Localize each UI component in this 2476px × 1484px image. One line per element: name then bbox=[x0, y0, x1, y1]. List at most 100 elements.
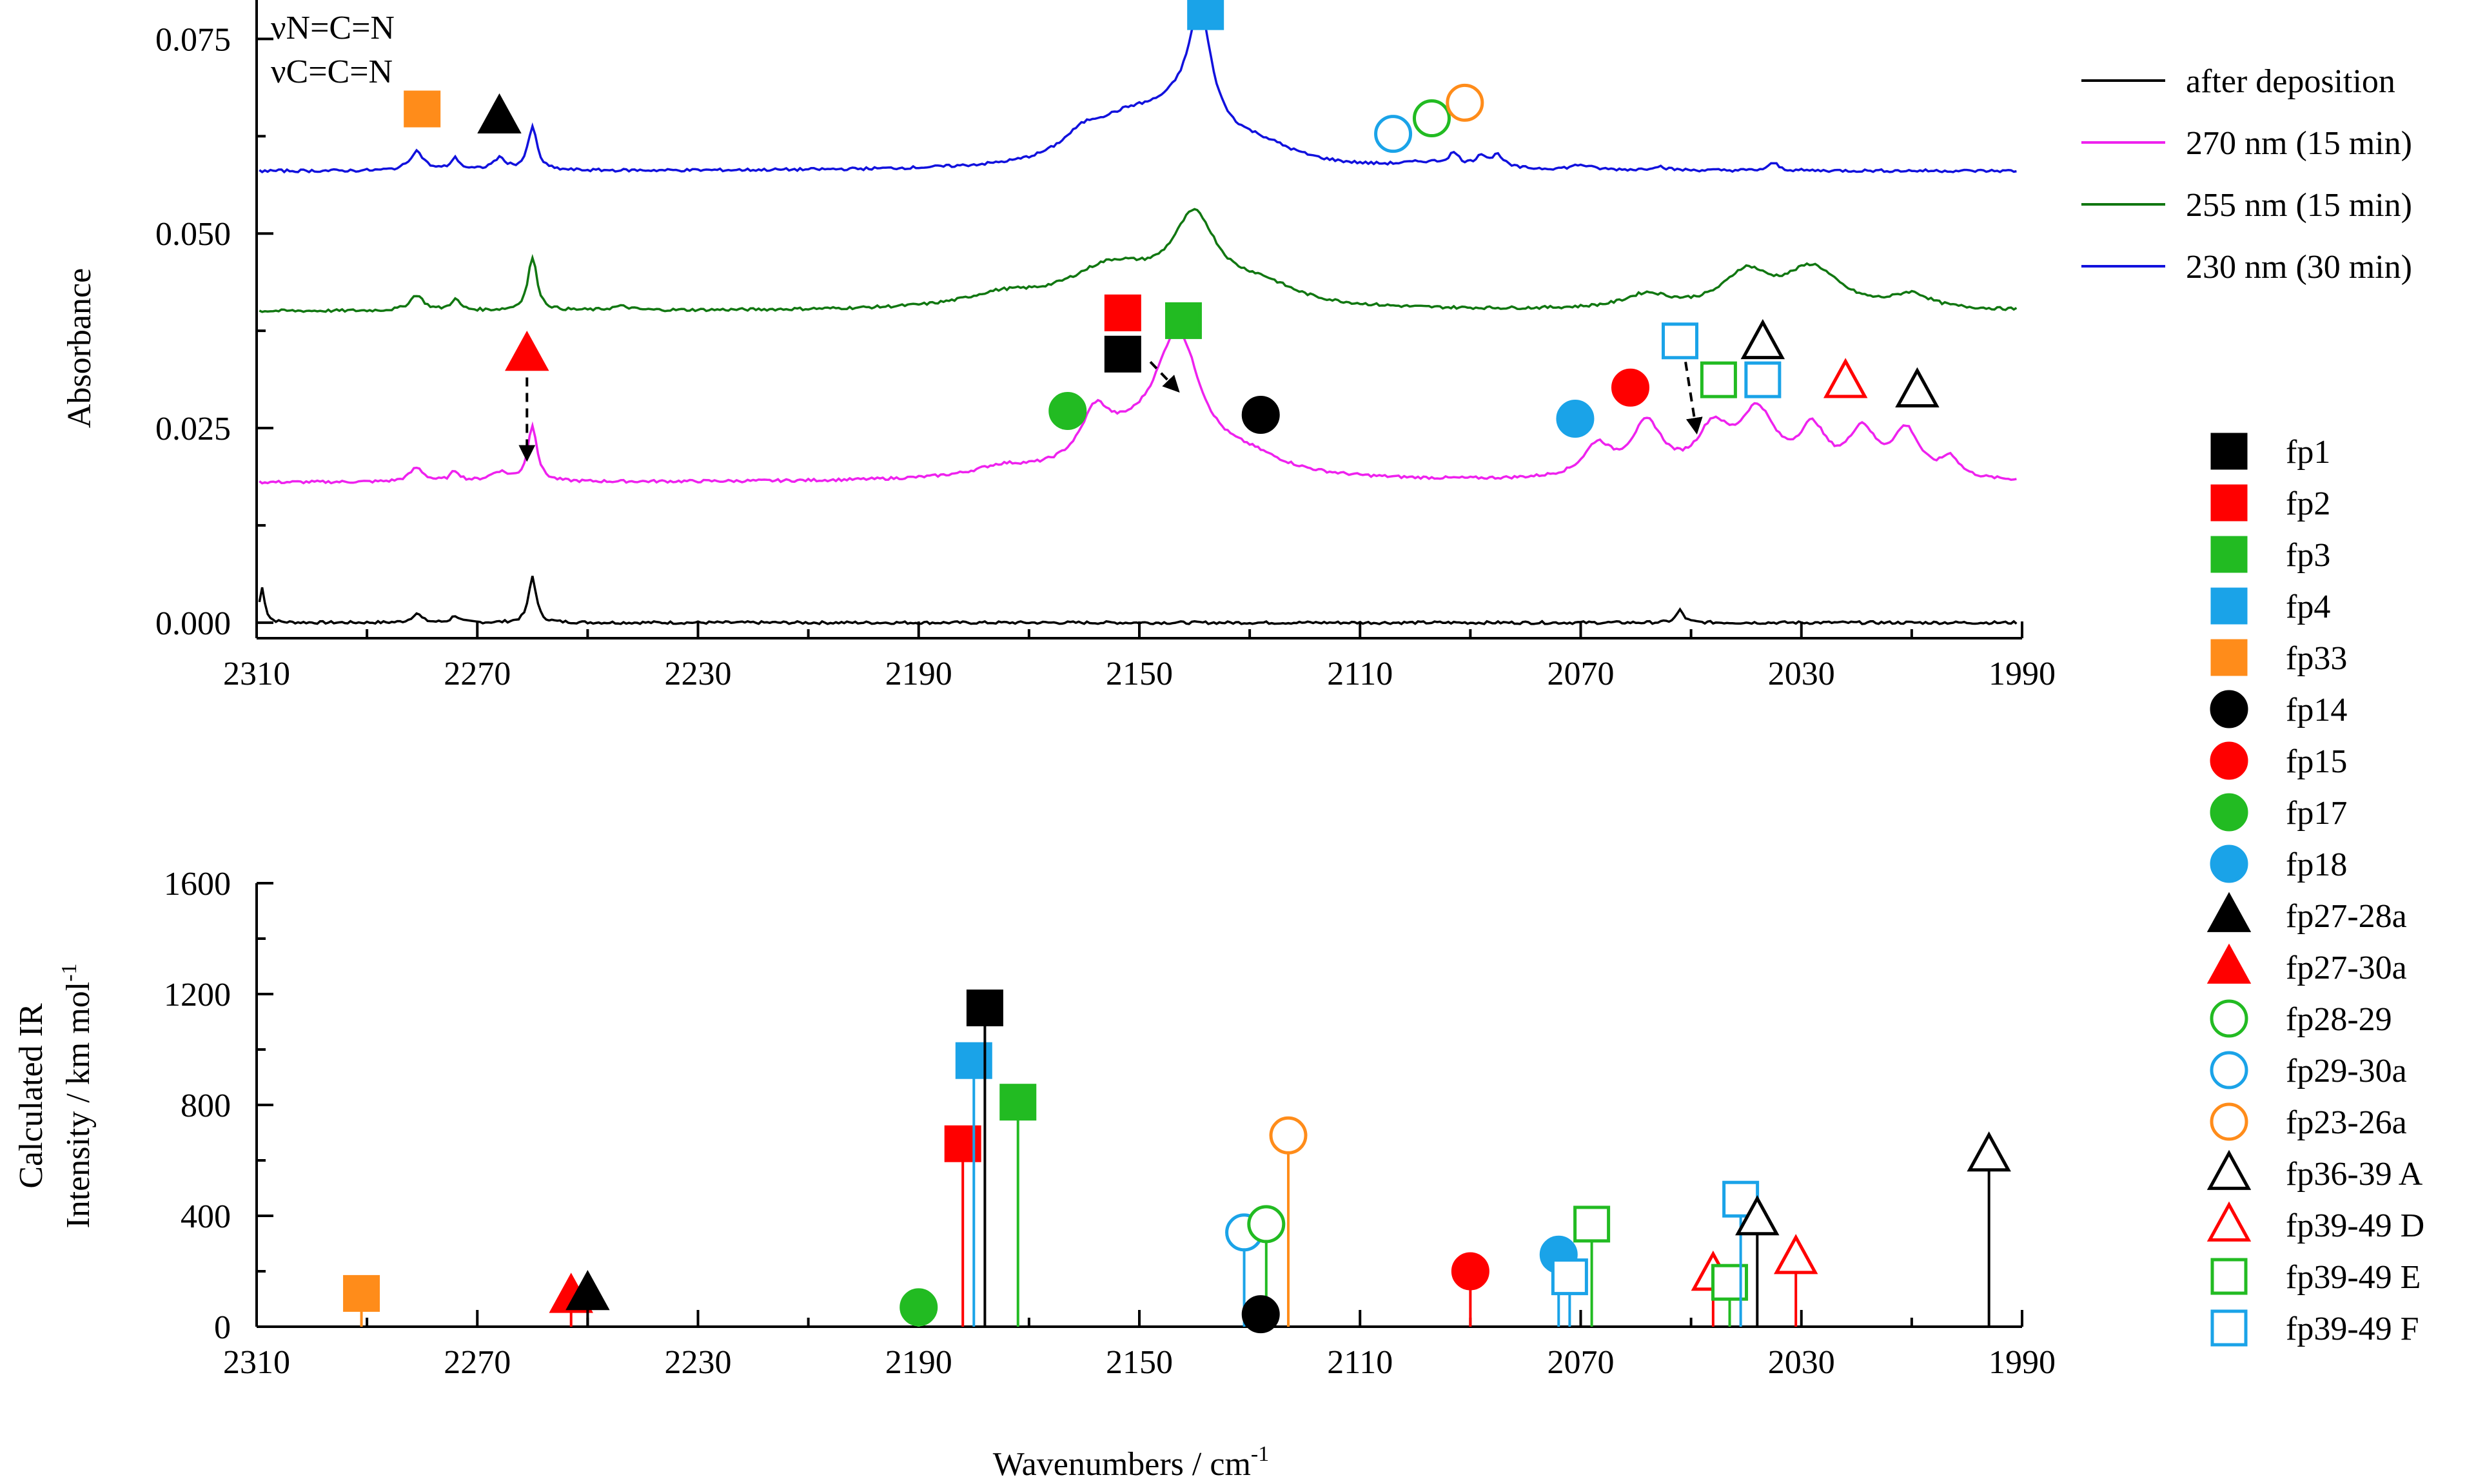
legend-marker-fp33 bbox=[2210, 639, 2248, 676]
stick-marker-fp3 bbox=[999, 1084, 1037, 1121]
spectrum-line-270-nm-15-min- bbox=[259, 328, 2017, 485]
annotation-nu-ccn: νC=C=N bbox=[271, 54, 393, 90]
bottom-x-tick-label: 2310 bbox=[223, 1344, 290, 1381]
top-ylabel: Absorbance bbox=[61, 268, 98, 428]
legend-marker-label-fp2: fp2 bbox=[2286, 485, 2330, 522]
stick-marker-fp14 bbox=[1241, 1295, 1280, 1334]
marker-fp17 bbox=[1048, 391, 1087, 430]
bottom-y-tick-label: 800 bbox=[181, 1088, 231, 1124]
legend-marker-label-fp18: fp18 bbox=[2286, 846, 2347, 883]
top-x-tick-label: 2310 bbox=[223, 656, 290, 692]
legend-marker-label-fp1: fp1 bbox=[2286, 434, 2330, 471]
legend-marker-fp3 bbox=[2210, 536, 2248, 573]
marker-fp3 bbox=[1164, 302, 1202, 339]
bottom-x-tick-label: 2190 bbox=[885, 1344, 952, 1381]
legend-marker-label-fp15: fp15 bbox=[2286, 743, 2347, 780]
marker-fp39-49-e bbox=[1700, 361, 1737, 398]
stick-marker-fp36-39-a bbox=[1967, 1131, 2011, 1172]
assignment-arrow bbox=[1149, 361, 1180, 393]
stick-marker-fp23-26a bbox=[1269, 1116, 1308, 1155]
legend-label-270-nm-15-min-: 270 nm (15 min) bbox=[2186, 125, 2412, 162]
marker-fp39-49-d bbox=[1823, 358, 1868, 398]
legend-label-230-nm-30-min-: 230 nm (30 min) bbox=[2186, 249, 2412, 286]
bottom-y-tick-label: 1200 bbox=[164, 977, 231, 1013]
stick-marker-fp39-49-f bbox=[1551, 1258, 1588, 1296]
legend-marker-fp29-30a bbox=[2210, 1051, 2248, 1089]
top-x-tick-label: 2150 bbox=[1106, 656, 1173, 692]
top-x-tick-label: 2070 bbox=[1548, 656, 1615, 692]
top-x-tick-label: 2190 bbox=[885, 656, 952, 692]
top-y-tick-label: 0.050 bbox=[155, 216, 231, 253]
marker-fp1 bbox=[1104, 335, 1141, 373]
legend-marker-fp17 bbox=[2210, 793, 2248, 832]
legend-marker-label-fp23-26a: fp23-26a bbox=[2286, 1104, 2407, 1141]
bottom-x-tick-label: 2030 bbox=[1768, 1344, 1835, 1381]
bottom-y-tick-label: 1600 bbox=[164, 866, 231, 903]
marker-fp36-39-a bbox=[1740, 318, 1785, 360]
legend-marker-fp1 bbox=[2210, 433, 2248, 470]
marker-fp4 bbox=[1187, 0, 1224, 30]
marker-fp29-30a bbox=[1374, 115, 1413, 153]
legend-marker-label-fp29-30a: fp29-30a bbox=[2286, 1053, 2407, 1089]
legend-marker-label-fp3: fp3 bbox=[2286, 537, 2330, 574]
assignment-arrow bbox=[1684, 362, 1703, 435]
annotation-nu-ncn: νN=C=N bbox=[271, 10, 395, 46]
bottom-panel-calculated-ir: 2310 2270 2230 2190 2150 2110 2070 2030 1990 0 400… bbox=[164, 866, 2056, 1381]
stick-marker-fp1 bbox=[966, 990, 1003, 1026]
marker-fp15 bbox=[1611, 368, 1650, 407]
top-x-tick-label: 2110 bbox=[1327, 656, 1393, 692]
marker-fp39-49-f bbox=[1662, 322, 1699, 360]
top-x-tick-label: 2230 bbox=[665, 656, 732, 692]
legend-marker-label-fp14: fp14 bbox=[2286, 692, 2347, 728]
marker-fp2 bbox=[1104, 294, 1141, 331]
marker-legend: fp1 fp2 fp3 fp4 fp33 fp14 fp15 fp17 fp18 fp27-28a… bbox=[2206, 433, 2424, 1347]
bottom-ylabel-line2: Intensity / km mol-1 bbox=[57, 963, 97, 1228]
marker-fp14 bbox=[1241, 396, 1280, 434]
bottom-x-tick-label: 2070 bbox=[1548, 1344, 1615, 1381]
top-x-tick-label: 2270 bbox=[444, 656, 511, 692]
legend-marker-fp36-39-a bbox=[2206, 1149, 2252, 1190]
legend-marker-label-fp33: fp33 bbox=[2286, 640, 2347, 677]
legend-marker-fp4 bbox=[2210, 587, 2248, 625]
marker-fp23-26a bbox=[1446, 83, 1484, 122]
bottom-x-tick-label: 2150 bbox=[1106, 1344, 1173, 1381]
bottom-x-tick-label: 2230 bbox=[665, 1344, 732, 1381]
legend-marker-fp15 bbox=[2210, 741, 2248, 780]
bottom-ylabel-line2-text: Intensity / km mol bbox=[60, 982, 97, 1229]
bottom-x-tick-label: 1990 bbox=[1989, 1344, 2056, 1381]
marker-fp36-39-a bbox=[1895, 367, 1940, 407]
spectrum-line-after-deposition bbox=[258, 576, 2018, 625]
stick-marker-fp17 bbox=[899, 1288, 938, 1327]
bottom-ylabel-line1: Calculated IR bbox=[13, 1003, 50, 1189]
legend-marker-label-fp39-49-e: fp39-49 E bbox=[2286, 1259, 2421, 1296]
bottom-xlabel-sup: -1 bbox=[1251, 1442, 1269, 1466]
top-x-tick-label: 1990 bbox=[1989, 656, 2056, 692]
stick-marker-fp33 bbox=[343, 1274, 380, 1312]
legend-marker-label-fp17: fp17 bbox=[2286, 795, 2347, 832]
marker-fp33 bbox=[404, 90, 441, 128]
bottom-y-tick-label: 400 bbox=[181, 1198, 231, 1235]
legend-label-255-nm-15-min-: 255 nm (15 min) bbox=[2186, 187, 2412, 224]
stick-marker-fp39-49-e bbox=[1573, 1206, 1611, 1243]
stick-marker-fp28-29 bbox=[1247, 1205, 1286, 1244]
bottom-x-tick-label: 2270 bbox=[444, 1344, 511, 1381]
legend-marker-label-fp27-30a: fp27-30a bbox=[2286, 950, 2407, 986]
legend-marker-fp27-30a bbox=[2206, 943, 2252, 984]
stick-marker-fp27-28a bbox=[565, 1270, 610, 1311]
top-y-tick-label: 0.075 bbox=[155, 21, 231, 58]
legend-marker-fp14 bbox=[2210, 690, 2248, 728]
legend-marker-fp28-29 bbox=[2210, 999, 2248, 1038]
legend-marker-fp2 bbox=[2210, 484, 2248, 522]
legend-marker-fp27-28a bbox=[2206, 892, 2252, 932]
marker-fp27-30a bbox=[505, 330, 549, 371]
legend-marker-label-fp36-39-a: fp36-39 A bbox=[2286, 1156, 2423, 1193]
series-legend: after deposition 270 nm (15 min) 255 nm (1… bbox=[2081, 63, 2412, 286]
stick-marker-fp15 bbox=[1451, 1252, 1489, 1291]
legend-marker-label-fp27-28a: fp27-28a bbox=[2286, 898, 2407, 935]
legend-marker-label-fp28-29: fp28-29 bbox=[2286, 1001, 2392, 1038]
top-y-tick-label: 0.025 bbox=[155, 411, 231, 447]
spectrum-line-255-nm-15-min- bbox=[259, 208, 2018, 313]
marker-fp27-28a bbox=[477, 93, 522, 133]
legend-label-after-deposition: after deposition bbox=[2186, 63, 2395, 100]
